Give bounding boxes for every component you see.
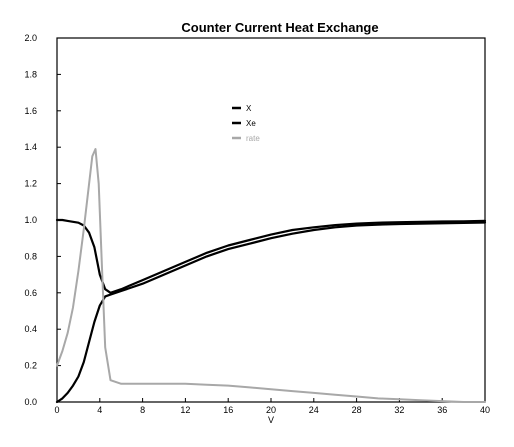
y-tick-label: 0.6	[24, 288, 37, 298]
chart-title: Counter Current Heat Exchange	[181, 20, 378, 35]
legend-label: Xe	[246, 119, 256, 128]
y-tick-label: 1.4	[24, 142, 37, 152]
series-line-rate	[56, 148, 486, 403]
y-tick-label: 2.0	[24, 33, 37, 43]
y-tick-label: 0.8	[24, 251, 37, 261]
x-tick-label: 36	[437, 405, 447, 415]
x-tick-label: 32	[394, 405, 404, 415]
x-tick-label: 28	[352, 405, 362, 415]
x-tick-label: 0	[54, 405, 59, 415]
x-tick-label: 12	[180, 405, 190, 415]
y-tick-label: 1.6	[24, 106, 37, 116]
y-tick-label: 0.0	[24, 397, 37, 407]
x-tick-label: 8	[140, 405, 145, 415]
series-line-xe	[55, 218, 487, 294]
y-tick-label: 1.8	[24, 69, 37, 79]
series-line-x	[55, 221, 487, 404]
y-axis: 0.0 0.2 0.4 0.6 0.8 1.0 1.2 1.4 1.6 1.8 2.0	[24, 33, 61, 407]
x-tick-label: 24	[309, 405, 319, 415]
y-tick-label: 0.4	[24, 324, 37, 334]
x-tick-label: 4	[97, 405, 102, 415]
legend-label: X	[246, 104, 252, 113]
y-tick-label: 0.2	[24, 361, 37, 371]
legend-label: rate	[246, 134, 260, 143]
x-tick-label: 40	[480, 405, 490, 415]
series-layer	[55, 148, 487, 404]
x-tick-label: 20	[266, 405, 276, 415]
x-tick-label: 16	[223, 405, 233, 415]
x-axis-label: V	[268, 415, 274, 425]
y-tick-label: 1.0	[24, 215, 37, 225]
x-axis: 0 4 8 12 16 20 24 28 32 36 40	[54, 398, 490, 415]
y-tick-label: 1.2	[24, 179, 37, 189]
legend: X Xe rate	[232, 104, 260, 143]
